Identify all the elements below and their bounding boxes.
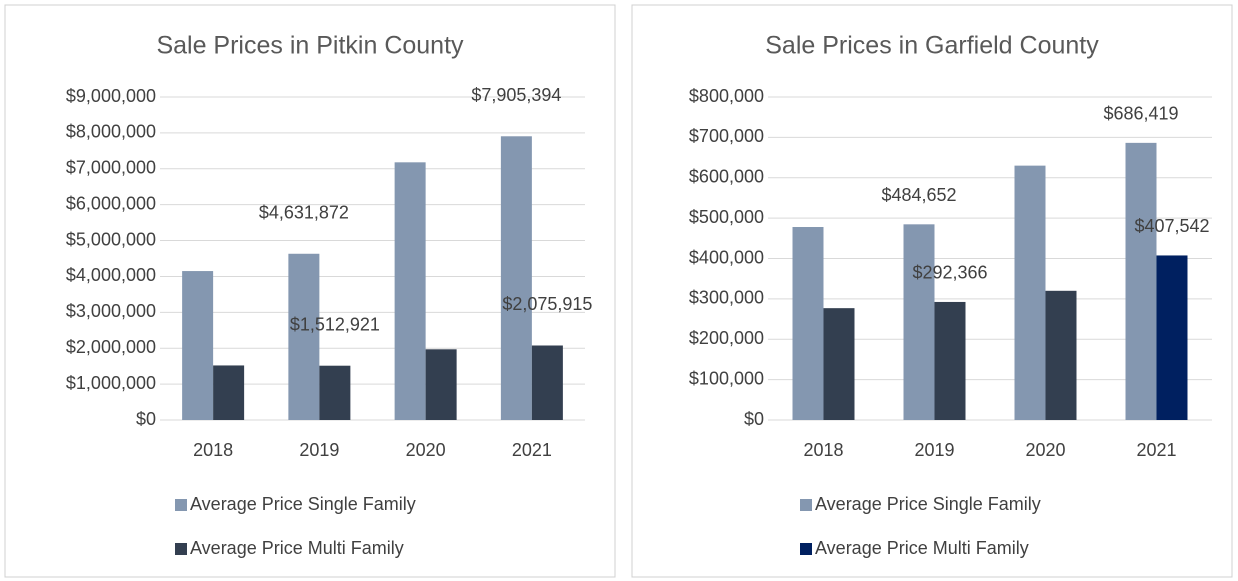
chart-title: Sale Prices in Garfield County	[765, 32, 1099, 60]
bar	[1125, 142, 1157, 420]
y-tick-label: $6,000,000	[66, 193, 156, 213]
bar	[1045, 290, 1077, 420]
y-tick-label: $500,000	[689, 207, 764, 227]
y-tick-label: $700,000	[689, 126, 764, 146]
data-label: $686,419	[1103, 104, 1178, 124]
bar	[1014, 165, 1046, 420]
y-tick-label: $200,000	[689, 328, 764, 348]
y-tick-label: $7,000,000	[66, 158, 156, 178]
data-label: $1,512,921	[290, 314, 380, 334]
bar	[425, 349, 457, 420]
legend-label: Average Price Multi Family	[815, 538, 1029, 558]
bar	[531, 345, 563, 420]
x-tick-label: 2021	[1136, 440, 1176, 460]
x-tick-label: 2018	[193, 440, 233, 460]
legend-label: Average Price Multi Family	[190, 538, 404, 558]
data-label: $2,075,915	[502, 294, 592, 314]
legend-swatch	[175, 543, 187, 555]
y-tick-label: $800,000	[689, 86, 764, 106]
data-label: $292,366	[912, 263, 987, 283]
legend-label: Average Price Single Family	[190, 494, 416, 514]
x-tick-label: 2021	[512, 440, 552, 460]
bar	[500, 136, 532, 421]
data-label: $484,652	[881, 185, 956, 205]
y-tick-label: $4,000,000	[66, 265, 156, 285]
x-tick-label: 2019	[299, 440, 339, 460]
y-tick-label: $0	[744, 409, 764, 429]
legend-swatch	[800, 543, 812, 555]
x-tick-label: 2020	[1025, 440, 1065, 460]
data-label: $7,905,394	[471, 85, 561, 105]
legend-swatch	[175, 499, 187, 511]
bar	[823, 308, 855, 420]
legend-swatch	[800, 499, 812, 511]
y-tick-label: $1,000,000	[66, 373, 156, 393]
y-tick-label: $300,000	[689, 288, 764, 308]
y-tick-label: $600,000	[689, 167, 764, 187]
bar	[213, 365, 245, 420]
bar	[394, 162, 426, 420]
y-tick-label: $100,000	[689, 368, 764, 388]
y-tick-label: $8,000,000	[66, 122, 156, 142]
bar	[288, 253, 320, 420]
x-tick-label: 2019	[914, 440, 954, 460]
bar	[792, 227, 824, 420]
data-label: $4,631,872	[259, 203, 349, 223]
legend-label: Average Price Single Family	[815, 494, 1041, 514]
x-tick-label: 2020	[406, 440, 446, 460]
data-label: $407,542	[1134, 216, 1209, 236]
bar	[319, 365, 351, 420]
x-tick-label: 2018	[803, 440, 843, 460]
y-tick-label: $2,000,000	[66, 337, 156, 357]
bar	[182, 271, 214, 420]
y-tick-label: $3,000,000	[66, 301, 156, 321]
y-tick-label: $400,000	[689, 247, 764, 267]
bar	[934, 301, 966, 420]
y-tick-label: $5,000,000	[66, 229, 156, 249]
bar	[1156, 255, 1188, 420]
y-tick-label: $9,000,000	[66, 86, 156, 106]
chart-title: Sale Prices in Pitkin County	[156, 32, 464, 60]
bar	[903, 224, 935, 420]
y-tick-label: $0	[136, 409, 156, 429]
